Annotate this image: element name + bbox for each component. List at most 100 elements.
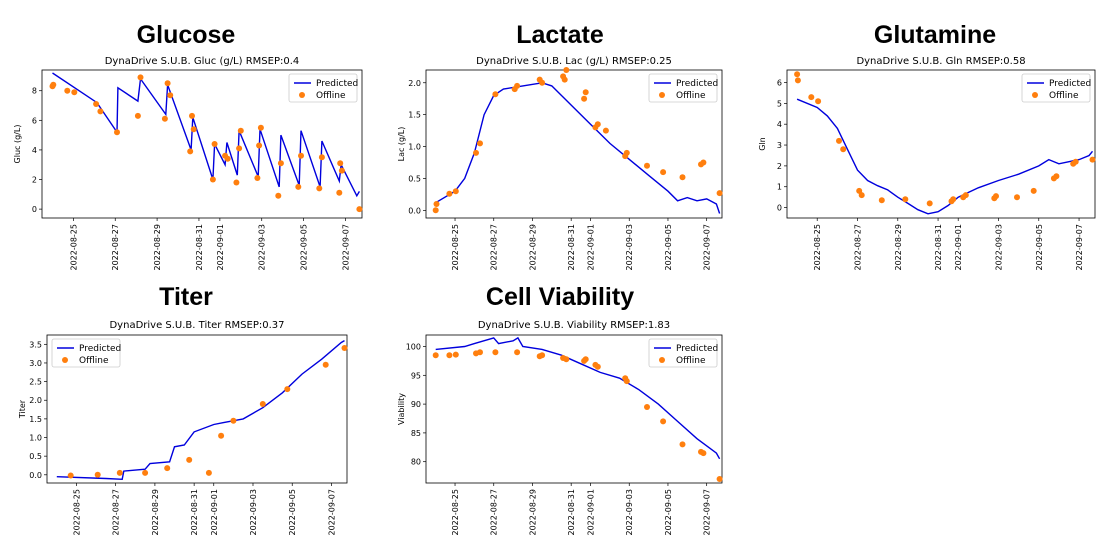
chart-1-offline-point-26 xyxy=(716,190,723,197)
chart-4-xtick-label-5: 2022-09-03 xyxy=(625,489,634,536)
chart-4-offline-point-4 xyxy=(477,349,483,356)
chart-3-xtick-label-4: 2022-09-01 xyxy=(210,489,219,536)
chart-3-offline-point-4 xyxy=(164,465,171,472)
chart-2-title: DynaDrive S.U.B. Gln RMSEP:0.58 xyxy=(856,56,1025,67)
chart-3-offline-point-1 xyxy=(94,471,101,478)
chart-1-xtick-label-3: 2022-08-31 xyxy=(567,224,576,271)
chart-1-ytick-label-2: 1.0 xyxy=(408,143,421,152)
chart-4-title: DynaDrive S.U.B. Viability RMSEP:1.83 xyxy=(478,320,670,331)
chart-4-xtick-label-3: 2022-08-31 xyxy=(567,489,576,536)
chart-0-offline-point-12 xyxy=(187,148,194,155)
chart-1-offline-point-1 xyxy=(433,201,440,207)
chart-4-offline-point-5 xyxy=(492,349,499,356)
chart-0-offline-point-21 xyxy=(237,127,244,134)
chart-0-offline-point-16 xyxy=(211,141,218,147)
chart-3-xtick-label-1: 2022-08-27 xyxy=(112,489,121,536)
chart-0-ytick-label-1: 2 xyxy=(32,176,37,185)
chart-1-legend-box xyxy=(648,73,718,103)
chart-4-heading: Cell Viability xyxy=(486,283,634,311)
chart-0-ytick-label-4: 8 xyxy=(32,87,37,96)
chart-3-ytick-label-6: 3.0 xyxy=(29,359,42,368)
chart-3-title: DynaDrive S.U.B. Titer RMSEP:0.37 xyxy=(109,320,284,331)
chart-2-legend: Predicted Offline xyxy=(1021,73,1091,103)
chart-1-offline-point-10 xyxy=(539,79,546,86)
chart-3-offline-point-0 xyxy=(67,472,74,479)
chart-4-series-predicted xyxy=(435,336,721,460)
chart-2-offline-point-7 xyxy=(858,192,865,199)
chart-1-title: DynaDrive S.U.B. Lac (g/L) RMSEP:0.25 xyxy=(476,56,672,67)
chart-2-ytick-label-3: 3 xyxy=(777,141,782,150)
chart-1-offline-point-21 xyxy=(644,162,650,169)
chart-1-legend-offline: Offline xyxy=(676,91,706,101)
chart-3-offline-point-6 xyxy=(205,469,212,476)
chart-2-ytick-label-1: 1 xyxy=(777,183,782,192)
chart-1-xtick-label-6: 2022-09-05 xyxy=(664,224,673,271)
chart-0-offline-point-8 xyxy=(137,74,144,81)
chart-1-offline-point-0 xyxy=(432,207,439,214)
chart-1-ytick-label-0: 0.0 xyxy=(408,206,421,215)
chart-3-ytick-label-5: 2.5 xyxy=(29,378,42,387)
chart-0-heading: Glucose xyxy=(137,21,236,49)
chart-3-series-predicted xyxy=(56,339,345,481)
chart-3-ytick-label-7: 3.5 xyxy=(29,340,42,349)
chart-1-ylabel: Lac (g/L) xyxy=(397,127,406,162)
chart-1-offline-point-3 xyxy=(452,188,459,195)
chart-0-offline-point-28 xyxy=(298,152,304,159)
chart-3-offline-point-12 xyxy=(341,345,348,351)
chart-0-offline-point-6 xyxy=(114,129,120,136)
chart-2-offline-point-18 xyxy=(1030,187,1037,194)
chart-3-offline-point-11 xyxy=(322,361,329,368)
chart-2-xtick-label-5: 2022-09-03 xyxy=(994,224,1003,271)
chart-0-ytick-label-2: 4 xyxy=(32,146,37,155)
chart-0-offline-point-22 xyxy=(254,175,261,181)
chart-2-heading: Glutamine xyxy=(874,21,996,49)
chart-4-offline-point-12 xyxy=(582,356,589,363)
chart-2-series-predicted xyxy=(796,98,1094,215)
chart-3-ytick-label-1: 0.5 xyxy=(29,452,42,461)
chart-0-offline-point-4 xyxy=(93,101,100,107)
chart-0-ylabel: Gluc (g/L) xyxy=(13,125,22,164)
chart-2-ytick-label-0: 0 xyxy=(777,204,782,213)
chart-0-xtick-label-1: 2022-08-27 xyxy=(111,224,120,271)
chart-2-offline-point-0 xyxy=(794,71,801,78)
chart-2-offline-point-23 xyxy=(1089,156,1096,163)
chart-4-offline-point-18 xyxy=(660,418,667,425)
chart-2-offline-point-9 xyxy=(902,196,909,203)
chart-4-xtick-label-4: 2022-09-01 xyxy=(587,489,596,536)
chart-2-legend-offline: Offline xyxy=(1049,91,1079,101)
chart-0-xtick-label-2: 2022-08-29 xyxy=(153,224,162,271)
chart-1-offline-point-18 xyxy=(602,127,609,134)
chart-3-xtick-label-7: 2022-09-07 xyxy=(327,489,336,536)
chart-4-ytick-label-3: 95 xyxy=(411,371,421,380)
chart-0-legend-predicted: Predicted xyxy=(316,79,358,89)
chart-1-ytick-label-3: 1.5 xyxy=(408,111,421,120)
chart-2-offline-point-3 xyxy=(815,98,822,105)
chart-1-offline-point-2 xyxy=(446,190,453,197)
chart-3-ylabel: Titer xyxy=(18,399,27,419)
chart-0-ytick-label-3: 6 xyxy=(32,116,37,125)
chart-0-offline-point-29 xyxy=(316,185,323,192)
chart-0-offline-point-9 xyxy=(161,115,168,122)
chart-1-legend-predicted: Predicted xyxy=(676,79,718,89)
chart-0-offline-point-15 xyxy=(209,176,216,183)
chart-1-offline-point-25 xyxy=(700,159,707,166)
chart-4-ytick-label-4: 100 xyxy=(406,343,421,352)
chart-0-legend: Predicted Offline xyxy=(288,73,358,103)
chart-0-offline-point-25 xyxy=(275,192,282,199)
chart-0-offline-point-5 xyxy=(97,108,104,115)
chart-2-legend-dot-swatch xyxy=(1032,92,1038,98)
chart-2: Glutamine DynaDrive S.U.B. Gln RMSEP:0.58… xyxy=(758,21,1096,271)
chart-3-xtick-label-3: 2022-08-31 xyxy=(190,489,199,536)
chart-2-ytick-label-4: 4 xyxy=(777,120,782,129)
chart-0-series-predicted xyxy=(52,72,361,198)
chart-3-xtick-label-0: 2022-08-25 xyxy=(72,489,81,536)
chart-2-offline-point-5 xyxy=(840,146,847,153)
chart-2-xtick-label-7: 2022-09-07 xyxy=(1075,224,1084,271)
chart-4-offline-point-21 xyxy=(700,450,707,457)
chart-1-ytick-label-4: 2.0 xyxy=(408,79,421,88)
chart-0-offline-point-10 xyxy=(164,80,171,87)
chart-0-offline-point-20 xyxy=(236,145,243,152)
chart-4-legend-dot-swatch xyxy=(659,357,665,363)
chart-0-xtick-label-5: 2022-09-03 xyxy=(258,224,267,271)
chart-0-offline-point-11 xyxy=(167,92,174,99)
